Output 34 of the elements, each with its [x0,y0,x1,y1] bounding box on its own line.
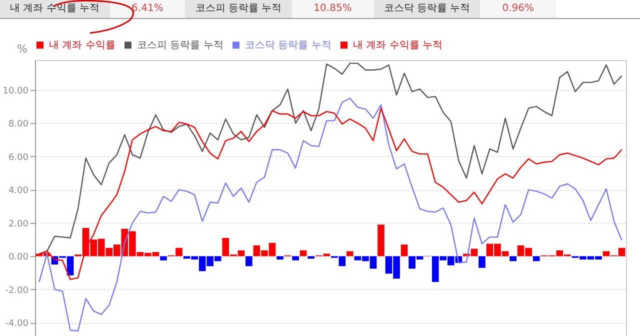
bar [160,256,167,260]
legend-label: 내 계좌 수익률 누적 [353,40,443,52]
legend-label: 내 계좌 수익률 [49,40,116,52]
line-series [38,98,622,332]
y-tick-label: 0.00 [8,252,29,263]
y-tick-label: 6.00 [8,152,29,163]
bar [378,224,384,256]
bar [346,251,354,256]
bar [292,256,299,260]
bar [276,256,284,260]
y-axis-title: % [17,42,28,56]
y-tick-label: 2.00 [8,219,29,230]
legend-label: 코스피 등락률 누적 [137,40,224,52]
bar [510,256,516,262]
text: 내 계좌 수익률 누적 [0,0,110,18]
text: 0.96% [480,0,556,18]
bar [532,256,540,262]
y-tick-label: -2.00 [5,286,29,296]
text: 6.41% [110,0,186,18]
y-tick-label: 8.00 [8,120,29,130]
bar [246,256,252,266]
bar [308,256,314,259]
y-tick-label: -4.00 [5,319,29,330]
text: 코스피 등락률 누적 [185,0,292,18]
text: 10.85% [292,0,374,18]
line-series [38,108,622,280]
text: 코스닥 등락률 누적 [374,0,480,18]
y-tick-label: 10.00 [2,86,29,96]
bar [400,244,408,256]
legend-label: 코스닥 등락률 누적 [245,40,332,52]
line-series [38,62,622,254]
y-tick-label: 4.00 [8,186,29,196]
bar [478,256,486,268]
bar [300,250,307,256]
